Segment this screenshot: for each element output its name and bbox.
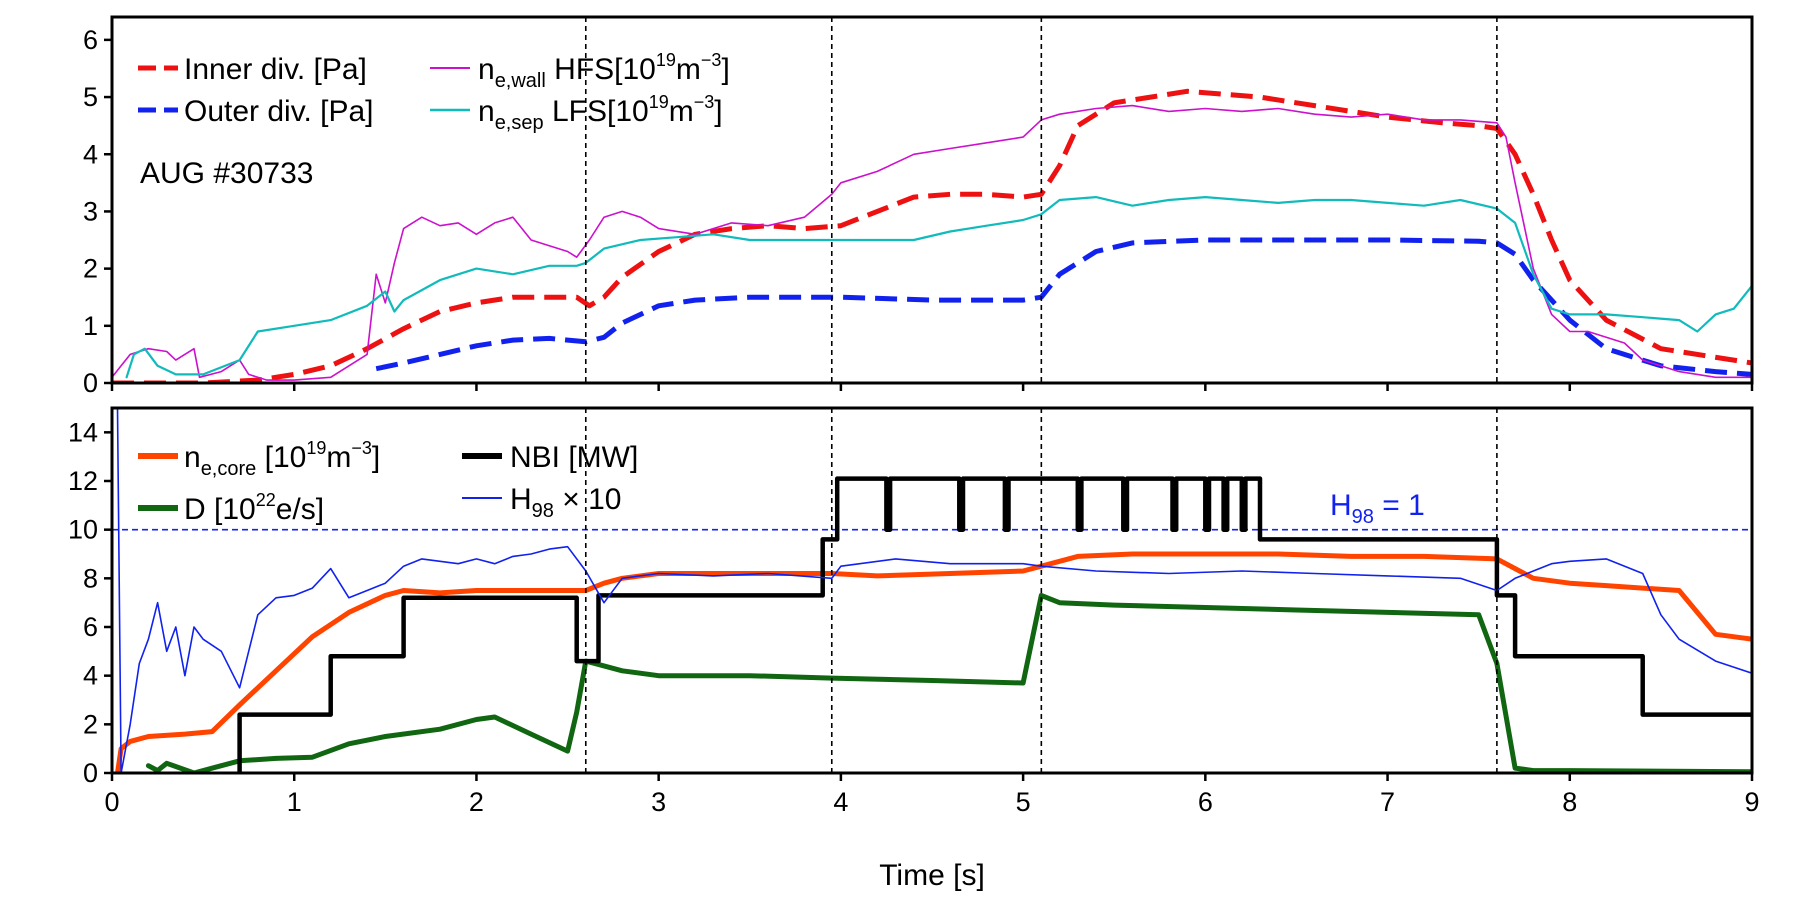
- xtick-label: 0: [104, 787, 119, 817]
- legend-label-ne-core: ne,core [1019m−3]: [184, 438, 380, 480]
- top-ytick-label: 2: [83, 254, 98, 284]
- top-ytick-label: 5: [83, 82, 98, 112]
- top-series-outer-div-pa: [375, 237, 1752, 377]
- bottom-ytick-label: 0: [83, 758, 98, 788]
- top-legend: Inner div. [Pa] Outer div. [Pa] ne,wall …: [138, 50, 730, 190]
- top-ytick-label: 4: [83, 139, 98, 169]
- xtick-label: 4: [833, 787, 848, 817]
- xtick-label: 2: [469, 787, 484, 817]
- legend-label-outer-div: Outer div. [Pa]: [184, 95, 374, 128]
- legend-label-nbi: NBI [MW]: [510, 441, 638, 474]
- top-ytick-label: 6: [83, 25, 98, 55]
- bottom-ytick-label: 10: [68, 515, 98, 545]
- x-axis-label: Time [s]: [879, 859, 985, 892]
- top-series-n-e-wall-hfs-10-19-m-3: [112, 104, 1752, 381]
- xtick-label: 8: [1562, 787, 1577, 817]
- top-ticks: 0 1 2 3 4 5 6: [83, 25, 1754, 398]
- top-vertical-markers: [584, 17, 1498, 383]
- xtick-label: 6: [1198, 787, 1213, 817]
- top-axes-frame: [110, 15, 1754, 385]
- xtick-label: 5: [1016, 787, 1031, 817]
- top-ytick-label: 3: [83, 196, 98, 226]
- bottom-ytick-label: 2: [83, 709, 98, 739]
- bottom-legend: ne,core [1019m−3] D [1022e/s] NBI [MW] H…: [138, 438, 638, 526]
- xtick-label: 9: [1744, 787, 1759, 817]
- xtick-label: 7: [1380, 787, 1395, 817]
- bottom-ytick-label: 14: [68, 417, 98, 447]
- top-panel: 0 1 2 3 4 5 6 Inner div. [Pa] Outer div. [Pa] …: [83, 15, 1754, 398]
- xtick-label: 1: [287, 787, 302, 817]
- bottom-ytick-label: 8: [83, 563, 98, 593]
- top-series-n-e-sep-lfs-10-19-m-3: [125, 196, 1752, 379]
- bottom-ytick-label: 6: [83, 612, 98, 642]
- legend-label-ne-wall: ne,wall HFS[1019m−3]: [478, 50, 730, 92]
- legend-label-h98: H98 × 10: [510, 483, 621, 522]
- bottom-axes-frame: [110, 406, 1754, 775]
- bottom-series-nbi-mw: [237, 476, 1752, 773]
- bottom-series-d-10-22-e-s: [145, 592, 1752, 773]
- legend-label-inner-div: Inner div. [Pa]: [184, 53, 367, 86]
- legend-label-d: D [1022e/s]: [184, 490, 324, 526]
- top-series-inner-div-pa: [112, 88, 1752, 383]
- bottom-ytick-label: 4: [83, 661, 98, 691]
- top-series-layer: [112, 88, 1752, 383]
- shot-annotation: AUG #30733: [140, 157, 313, 190]
- bottom-ytick-label: 12: [68, 466, 98, 496]
- bottom-series-h98-10: [116, 408, 1752, 773]
- bottom-series-layer: [115, 408, 1752, 773]
- h98-reference-label: H98 = 1: [1330, 489, 1425, 528]
- top-ytick-label: 1: [83, 311, 98, 341]
- xtick-label: 3: [651, 787, 666, 817]
- legend-label-ne-sep: ne,sep LFS[1019m−3]: [478, 92, 723, 134]
- bottom-series-n-e-core-10-19-m-3: [115, 551, 1752, 773]
- bottom-vertical-markers: [584, 408, 1498, 773]
- top-ytick-label: 0: [83, 368, 98, 398]
